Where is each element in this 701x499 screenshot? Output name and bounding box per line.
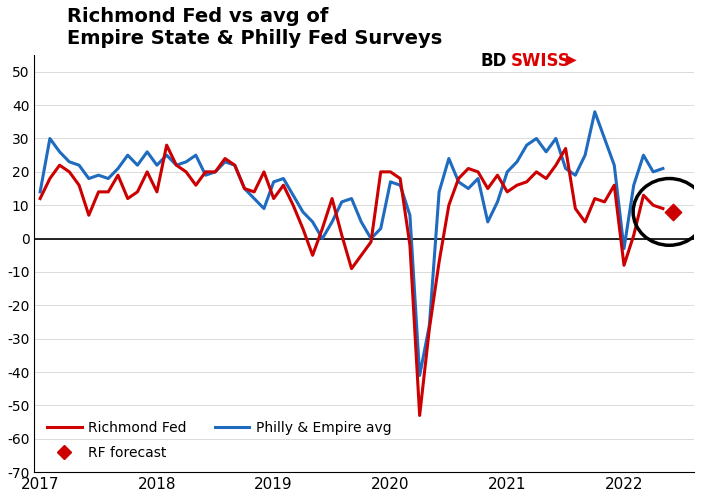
Text: ▶: ▶ — [566, 52, 577, 66]
Text: SWISS: SWISS — [510, 52, 570, 70]
Text: BD: BD — [480, 52, 507, 70]
Point — [667, 208, 678, 216]
Text: Richmond Fed vs avg of
Empire State & Philly Fed Surveys: Richmond Fed vs avg of Empire State & Ph… — [67, 7, 442, 48]
Legend: Richmond Fed, RF forecast, Philly & Empire avg: Richmond Fed, RF forecast, Philly & Empi… — [41, 415, 397, 465]
